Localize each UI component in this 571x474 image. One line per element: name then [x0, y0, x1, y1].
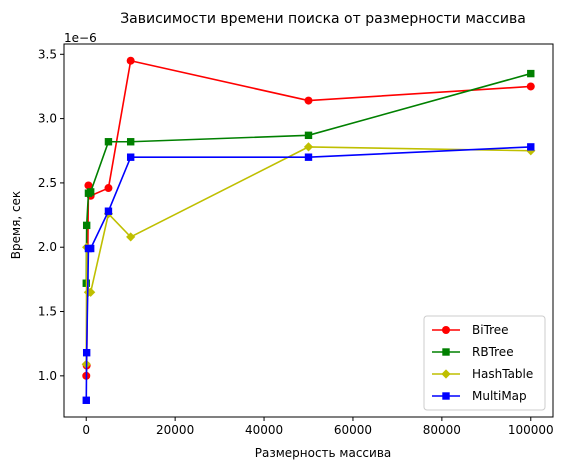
bitree-point	[304, 96, 313, 105]
rbtree-line	[85, 72, 531, 284]
hashtable-point	[303, 142, 314, 152]
hashtable-point	[126, 232, 136, 242]
x-tick-label: 60000	[334, 423, 372, 437]
bitree-point	[84, 181, 93, 190]
x-tick-label: 20000	[156, 423, 194, 437]
y-axis-label: Время, сек	[9, 191, 23, 259]
rbtree-point	[304, 131, 313, 140]
y-tick-label: 1.0	[38, 369, 57, 383]
x-tick-label: 100000	[508, 423, 554, 437]
multimap-point	[104, 207, 113, 215]
series-multimap	[82, 143, 535, 404]
hashtable-point	[86, 287, 96, 297]
multimap-point	[82, 348, 91, 357]
multimap-point	[86, 244, 95, 253]
bitree-point	[526, 82, 535, 91]
x-tick-label: 0	[82, 423, 90, 437]
rbtree-point	[104, 138, 113, 146]
chart-title: Зависимости времени поиска от размерност…	[120, 11, 526, 27]
plot-frame	[63, 43, 554, 418]
x-axis-label: Размерность массива	[255, 446, 392, 460]
hashtable-line	[85, 146, 531, 365]
legend-box	[423, 315, 546, 411]
y-tick-label: 2.0	[38, 240, 57, 254]
multimap-point	[126, 153, 135, 161]
legend-marker-multimap	[442, 392, 450, 400]
y-axis-offset-label: 1e−6	[64, 31, 97, 45]
bitree-point	[104, 184, 113, 193]
legend-label-bitree: BiTree	[472, 323, 509, 337]
axes: 0 20000 40000 60000 80000 100000 1.0 1.5 2.0 2.5 3…	[38, 43, 554, 437]
multimap-point	[82, 396, 90, 404]
y-tick-label: 3.0	[38, 112, 57, 126]
series-lines	[81, 56, 536, 404]
multimap-line	[85, 146, 531, 401]
legend-marker-bitree	[442, 326, 450, 334]
y-tick-label: 1.5	[38, 305, 57, 319]
rbtree-point	[82, 221, 91, 230]
x-tick-label: 40000	[245, 423, 283, 437]
multimap-point	[527, 143, 535, 151]
x-tick-label: 80000	[423, 423, 461, 437]
rbtree-point	[86, 188, 95, 196]
rbtree-point	[527, 69, 535, 78]
legend: BiTree RBTree HashTable MultiMap	[423, 315, 546, 411]
legend-label-rbtree: RBTree	[472, 345, 514, 359]
bitree-point	[126, 56, 135, 65]
y-tick-label: 3.5	[38, 47, 57, 61]
legend-label-multimap: MultiMap	[472, 389, 527, 403]
legend-marker-hashtable	[441, 369, 451, 379]
multimap-point	[304, 153, 313, 161]
legend-label-hashtable: HashTable	[472, 367, 533, 381]
rbtree-point	[126, 138, 135, 146]
legend-marker-rbtree	[442, 348, 450, 356]
y-tick-label: 2.5	[38, 176, 57, 190]
